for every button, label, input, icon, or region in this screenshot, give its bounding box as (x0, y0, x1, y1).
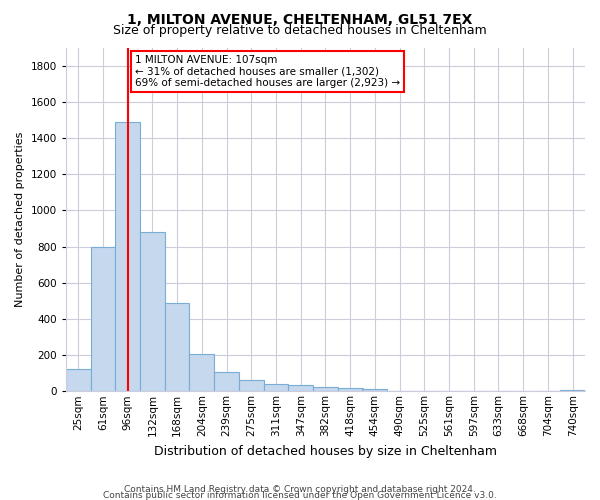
Bar (165, 302, 190, 392)
Y-axis label: Number of detached properties: Number of detached properties (15, 132, 25, 307)
Bar (560, 390, 585, 392)
Bar (263, 384, 289, 392)
Bar (313, 386, 338, 392)
Bar (239, 380, 263, 392)
Bar (338, 388, 362, 392)
Bar (214, 372, 239, 392)
Text: 1 MILTON AVENUE: 107sqm
← 31% of detached houses are smaller (1,302)
69% of semi: 1 MILTON AVENUE: 107sqm ← 31% of detache… (135, 54, 400, 88)
Bar (362, 390, 387, 392)
Text: Contains HM Land Registry data © Crown copyright and database right 2024.: Contains HM Land Registry data © Crown c… (124, 484, 476, 494)
Bar (289, 385, 313, 392)
Bar (190, 354, 214, 392)
Bar (115, 122, 140, 392)
Text: Contains public sector information licensed under the Open Government Licence v3: Contains public sector information licen… (103, 491, 497, 500)
Text: Size of property relative to detached houses in Cheltenham: Size of property relative to detached ho… (113, 24, 487, 37)
Bar (140, 232, 165, 392)
Text: 1, MILTON AVENUE, CHELTENHAM, GL51 7EX: 1, MILTON AVENUE, CHELTENHAM, GL51 7EX (127, 12, 473, 26)
Bar (66, 368, 91, 392)
Bar (91, 246, 115, 392)
X-axis label: Distribution of detached houses by size in Cheltenham: Distribution of detached houses by size … (154, 444, 497, 458)
